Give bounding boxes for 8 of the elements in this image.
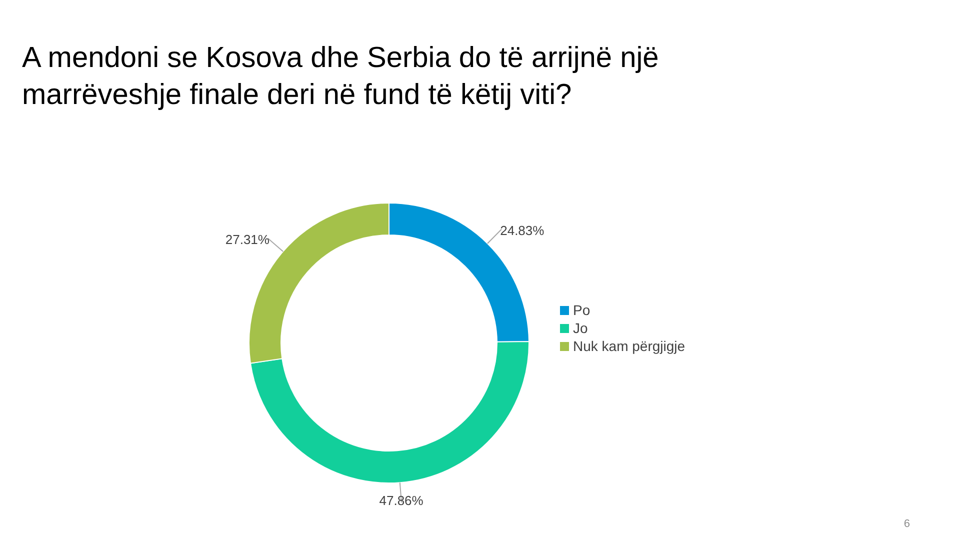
legend-label: Nuk kam përgjigje <box>573 338 686 354</box>
data-label: 24.83% <box>500 223 545 238</box>
data-label: 47.86% <box>379 493 424 508</box>
chart-title: A mendoni se Kosova dhe Serbia do të arrijnë një marrëveshje finale deri në fund të këtij viti? <box>22 41 660 113</box>
legend-label: Jo <box>573 320 588 336</box>
legend-label: Po <box>573 302 590 318</box>
data-label: 27.31% <box>225 232 270 248</box>
text: 6 <box>904 518 910 530</box>
